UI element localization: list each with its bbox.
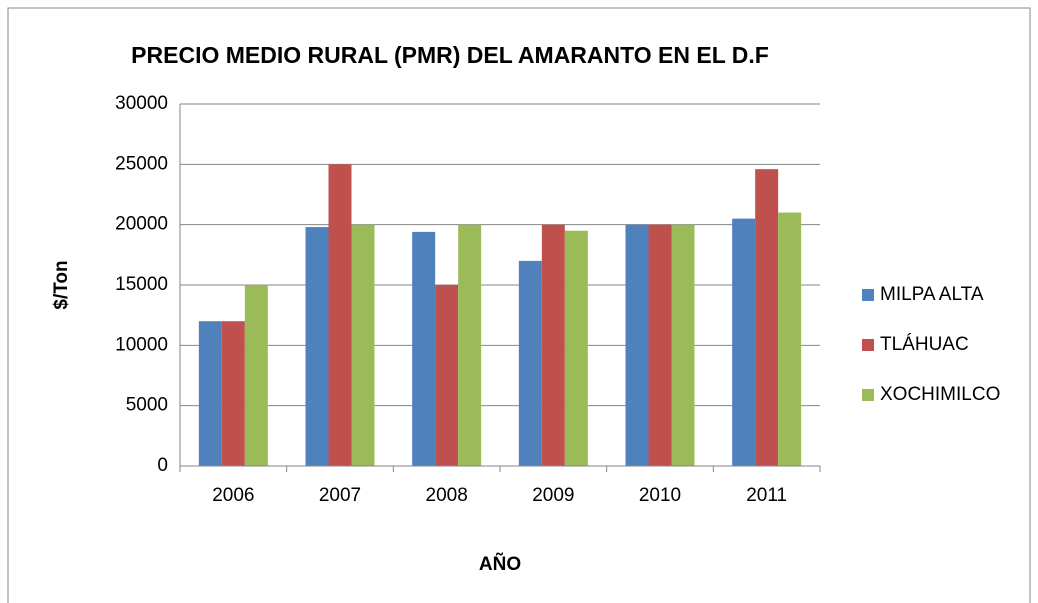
bar	[244, 285, 268, 466]
bar	[412, 231, 436, 466]
bar	[732, 218, 756, 466]
y-tick-label: 5000	[126, 395, 168, 416]
x-axis-label: AÑO	[479, 553, 521, 575]
legend-swatch	[862, 339, 874, 351]
legend-label: XOCHIMILCO	[880, 384, 1000, 405]
y-tick-label: 25000	[115, 153, 168, 174]
bar	[541, 224, 565, 466]
x-tick-label: 2006	[212, 485, 254, 506]
y-tick-label: 30000	[115, 93, 168, 114]
legend-swatch	[862, 389, 874, 401]
y-tick-label: 20000	[115, 214, 168, 235]
bar	[221, 321, 245, 466]
bar	[328, 164, 352, 467]
bar	[564, 230, 588, 466]
x-tick-label: 2010	[639, 485, 681, 506]
bar	[351, 224, 375, 466]
y-tick-label: 0	[157, 455, 168, 476]
y-axis-label: $/Ton	[51, 260, 72, 309]
bar	[198, 321, 222, 466]
chart-title: PRECIO MEDIO RURAL (PMR) DEL AMARANTO EN…	[131, 42, 769, 68]
bar	[778, 212, 802, 466]
x-tick-label: 2008	[426, 485, 468, 506]
y-tick-label: 15000	[115, 274, 168, 295]
legend-label: TLÁHUAC	[880, 334, 969, 355]
y-tick-label: 10000	[115, 334, 168, 355]
bar	[458, 224, 482, 466]
bar	[648, 224, 672, 466]
bar	[755, 169, 779, 466]
x-tick-label: 2011	[746, 485, 787, 506]
bar	[435, 285, 459, 466]
x-tick-label: 2009	[532, 485, 574, 506]
legend-swatch	[862, 289, 874, 301]
bar	[671, 224, 695, 466]
legend-label: MILPA ALTA	[880, 284, 984, 305]
bar	[305, 227, 329, 466]
x-tick-label: 2007	[319, 485, 361, 506]
bar	[518, 260, 542, 466]
bar	[625, 224, 649, 466]
